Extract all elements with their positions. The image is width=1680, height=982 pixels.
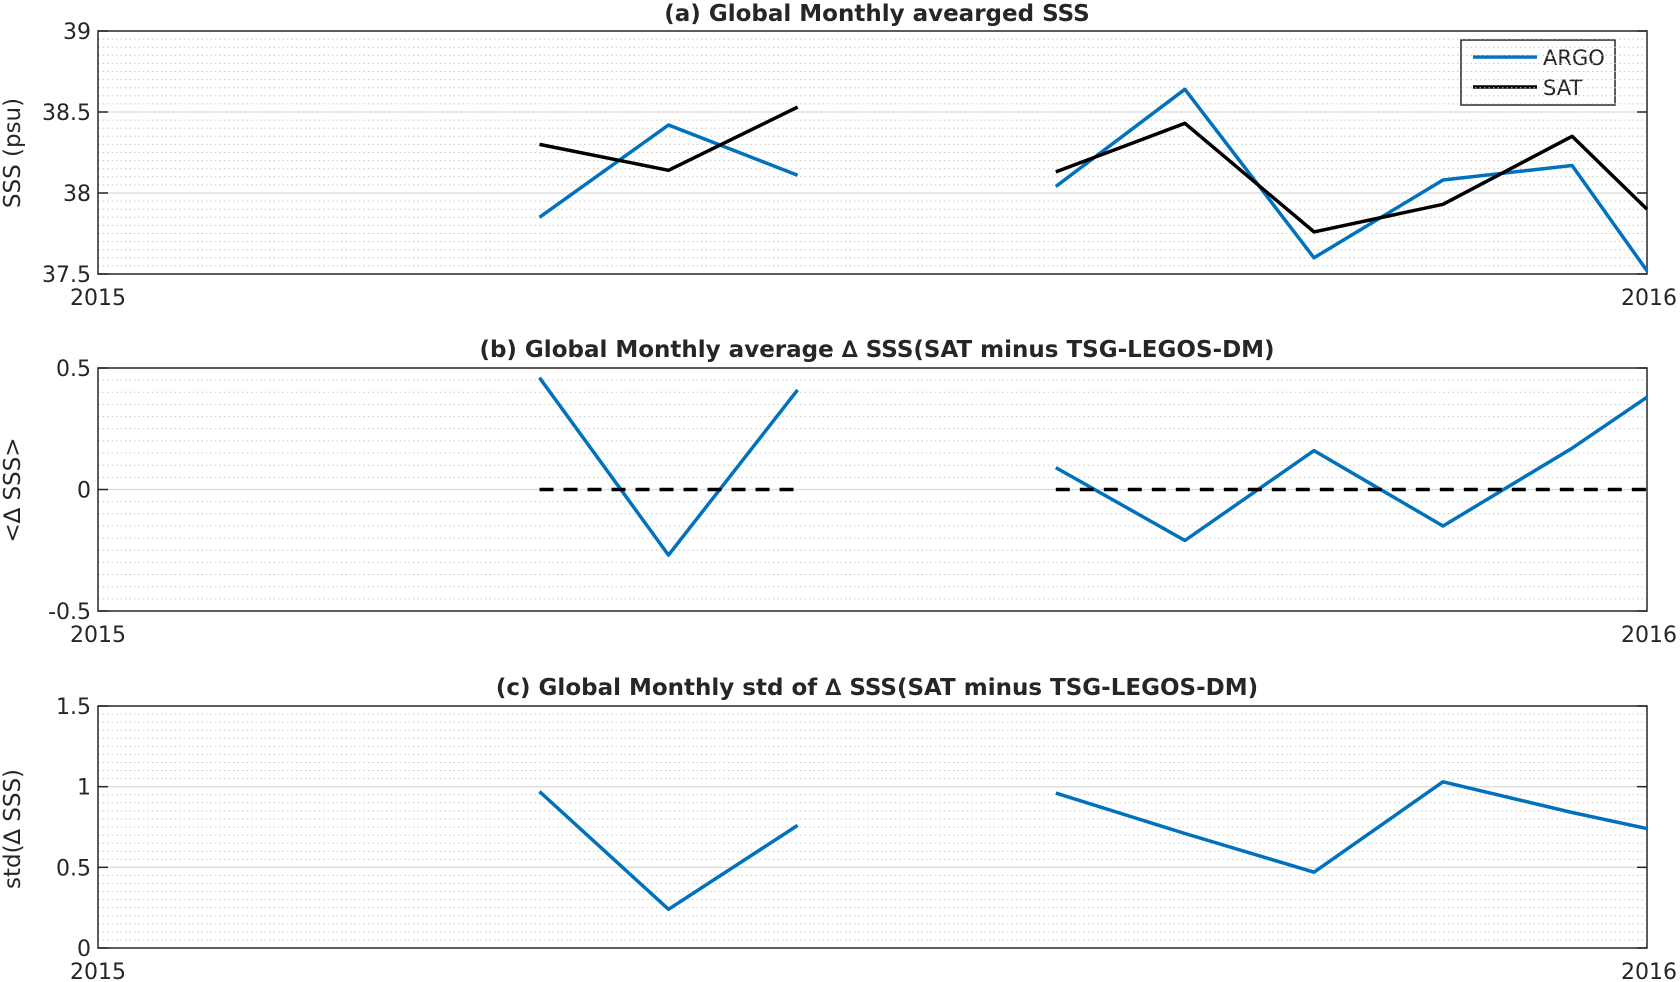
panel-c-delta-sss-line-segment-2 — [1055, 780, 1648, 874]
y-tick-label: 37.5 — [42, 263, 91, 288]
panel-b-title: (b) Global Monthly average ∆ SSS(SAT min… — [479, 337, 1274, 363]
panel-a-sat-line-segment-2 — [1055, 121, 1649, 234]
panel-b-grid — [98, 379, 1647, 600]
panel-b-mean-delta-sss: (b) Global Monthly average ∆ SSS(SAT min… — [0, 337, 1677, 648]
y-tick-label: 1 — [77, 776, 91, 801]
panel-a-ylabel: SSS (psu) — [0, 98, 26, 208]
y-tick-label: 38 — [63, 182, 91, 207]
panel-a-argo-line-segment-1 — [538, 123, 799, 219]
y-tick-label: 0 — [77, 479, 91, 504]
legend-argo-label: ARGO — [1543, 46, 1605, 70]
y-tick-label: -0.5 — [48, 600, 91, 625]
y-tick-label: 0.5 — [56, 856, 91, 881]
panel-a-argo-line-segment-2 — [1054, 87, 1649, 272]
y-tick-label: 0.5 — [56, 357, 91, 382]
x-tick-label: 2016 — [1621, 623, 1677, 648]
panel-c-ylabel: std(∆ SSS) — [0, 769, 26, 889]
y-tick-label: 39 — [63, 20, 91, 45]
panel-b-delta-sss-line-segment-1 — [538, 376, 799, 557]
y-tick-label: 0 — [77, 937, 91, 962]
panel-b-delta-sss-line-segment-2 — [1054, 395, 1648, 543]
legend-box — [1460, 39, 1616, 106]
y-tick-label: 1.5 — [56, 695, 91, 720]
panel-a-sat-line-segment-1 — [539, 105, 799, 173]
x-tick-label: 2016 — [1621, 286, 1677, 311]
panel-a-grid — [98, 38, 1647, 267]
panel-a-legend: ARGO SAT — [1460, 39, 1616, 106]
x-tick-label: 2015 — [70, 960, 126, 982]
panel-c-grid — [98, 713, 1647, 941]
panel-c-title: (c) Global Monthly std of ∆ SSS(SAT minu… — [496, 675, 1258, 701]
panel-b-ylabel: <∆ SSS> — [0, 437, 26, 542]
y-tick-label: 38.5 — [42, 101, 91, 126]
x-tick-label: 2015 — [70, 286, 126, 311]
panel-a-sss: (a) Global Monthly avearged SSS SSS (psu… — [0, 1, 1677, 311]
panel-c-delta-sss-line-segment-1 — [538, 790, 799, 912]
x-tick-label: 2015 — [70, 623, 126, 648]
panel-c-std-delta-sss: (c) Global Monthly std of ∆ SSS(SAT minu… — [0, 675, 1677, 982]
x-tick-label: 2016 — [1621, 960, 1677, 982]
panel-a-title: (a) Global Monthly avearged SSS — [664, 1, 1089, 27]
panel-a-axes-box — [97, 30, 1648, 275]
legend-sat-label: SAT — [1543, 76, 1582, 100]
